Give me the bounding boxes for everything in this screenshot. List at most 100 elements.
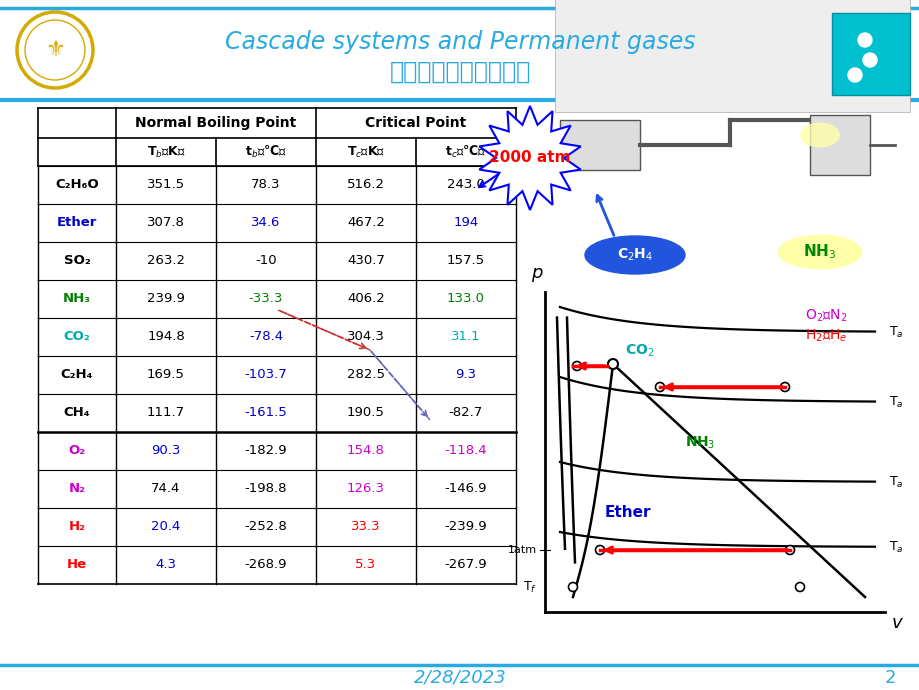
Text: 31.1: 31.1 (450, 331, 481, 344)
Text: 430.7: 430.7 (346, 255, 384, 268)
Text: H$_2$、H$_e$: H$_2$、H$_e$ (804, 328, 846, 344)
Text: 111.7: 111.7 (147, 406, 185, 420)
Circle shape (785, 546, 794, 555)
Text: Ether: Ether (605, 505, 651, 520)
Text: C$_2$H$_4$: C$_2$H$_4$ (617, 247, 652, 263)
Text: Cascade systems and Permanent gases: Cascade systems and Permanent gases (224, 30, 695, 54)
Text: -239.9: -239.9 (444, 520, 487, 533)
Polygon shape (479, 106, 580, 210)
Text: 194: 194 (453, 217, 478, 230)
Circle shape (654, 382, 664, 391)
Text: Ether: Ether (57, 217, 97, 230)
Text: T$_a$: T$_a$ (888, 540, 902, 555)
Text: CO$_2$: CO$_2$ (624, 343, 653, 359)
Text: 复叠式系统和永久气体: 复叠式系统和永久气体 (389, 60, 530, 84)
Circle shape (847, 68, 861, 82)
Text: 4.3: 4.3 (155, 558, 176, 571)
Ellipse shape (584, 236, 685, 274)
Text: 33.3: 33.3 (351, 520, 380, 533)
Text: 239.9: 239.9 (147, 293, 185, 306)
Text: 90.3: 90.3 (151, 444, 180, 457)
Text: 78.3: 78.3 (251, 179, 280, 192)
Text: 243.0: 243.0 (447, 179, 484, 192)
Text: 2000 atm: 2000 atm (489, 150, 570, 166)
Text: -198.8: -198.8 (244, 482, 287, 495)
Text: t$_c$（℃）: t$_c$（℃） (445, 144, 486, 160)
Text: C₂H₆O: C₂H₆O (55, 179, 98, 192)
Ellipse shape (777, 235, 862, 270)
Text: 1atm: 1atm (507, 545, 537, 555)
Text: T$_c$（K）: T$_c$（K） (346, 144, 385, 159)
Text: -146.9: -146.9 (444, 482, 487, 495)
Circle shape (595, 546, 604, 555)
Text: 157.5: 157.5 (447, 255, 484, 268)
Text: -82.7: -82.7 (448, 406, 482, 420)
Text: NH$_3$: NH$_3$ (685, 435, 715, 451)
Text: 190.5: 190.5 (346, 406, 384, 420)
Text: T$_a$: T$_a$ (888, 324, 902, 339)
Text: T$_b$（K）: T$_b$（K） (146, 144, 186, 159)
Text: SO₂: SO₂ (63, 255, 90, 268)
Text: CH₄: CH₄ (63, 406, 90, 420)
Text: 2/28/2023: 2/28/2023 (414, 669, 505, 687)
Text: -118.4: -118.4 (444, 444, 487, 457)
Text: -33.3: -33.3 (248, 293, 283, 306)
Text: NH₃: NH₃ (62, 293, 91, 306)
Text: -161.5: -161.5 (244, 406, 287, 420)
Text: O$_2$、N$_2$: O$_2$、N$_2$ (804, 308, 846, 324)
Text: -10: -10 (255, 255, 277, 268)
Text: 406.2: 406.2 (346, 293, 384, 306)
Text: 304.3: 304.3 (346, 331, 384, 344)
Text: 263.2: 263.2 (147, 255, 185, 268)
FancyBboxPatch shape (809, 115, 869, 175)
Text: 169.5: 169.5 (147, 368, 185, 382)
Text: H₂: H₂ (68, 520, 85, 533)
Text: 34.6: 34.6 (251, 217, 280, 230)
Text: t$_b$（℃）: t$_b$（℃） (244, 144, 287, 160)
Text: 9.3: 9.3 (455, 368, 476, 382)
Text: He: He (67, 558, 87, 571)
Text: -103.7: -103.7 (244, 368, 287, 382)
FancyBboxPatch shape (560, 120, 640, 170)
Text: -182.9: -182.9 (244, 444, 287, 457)
Text: -267.9: -267.9 (444, 558, 487, 571)
Text: 194.8: 194.8 (147, 331, 185, 344)
Text: 307.8: 307.8 (147, 217, 185, 230)
Text: 5.3: 5.3 (355, 558, 376, 571)
Circle shape (857, 33, 871, 47)
Circle shape (795, 582, 803, 591)
Circle shape (568, 582, 577, 591)
FancyBboxPatch shape (831, 13, 909, 95)
Text: $v$: $v$ (890, 614, 902, 632)
Circle shape (862, 53, 876, 67)
Text: N₂: N₂ (68, 482, 85, 495)
Text: Critical Point: Critical Point (365, 116, 466, 130)
Text: 133.0: 133.0 (447, 293, 484, 306)
Text: -252.8: -252.8 (244, 520, 287, 533)
Text: 2: 2 (883, 669, 895, 687)
Text: 351.5: 351.5 (147, 179, 185, 192)
Text: 126.3: 126.3 (346, 482, 384, 495)
Text: NH$_3$: NH$_3$ (802, 243, 835, 262)
Ellipse shape (800, 123, 839, 148)
Text: -78.4: -78.4 (249, 331, 283, 344)
Text: 20.4: 20.4 (151, 520, 180, 533)
Circle shape (607, 359, 618, 369)
Text: Normal Boiling Point: Normal Boiling Point (135, 116, 296, 130)
Text: 74.4: 74.4 (151, 482, 180, 495)
Text: -268.9: -268.9 (244, 558, 287, 571)
Text: T$_a$: T$_a$ (888, 395, 902, 410)
FancyBboxPatch shape (554, 0, 909, 112)
Text: 467.2: 467.2 (346, 217, 384, 230)
Text: CO₂: CO₂ (63, 331, 90, 344)
Text: O₂: O₂ (68, 444, 85, 457)
Circle shape (779, 382, 789, 391)
Text: T$_f$: T$_f$ (523, 580, 537, 595)
Text: 516.2: 516.2 (346, 179, 384, 192)
Text: T$_a$: T$_a$ (888, 475, 902, 489)
Circle shape (572, 362, 581, 371)
Text: 154.8: 154.8 (346, 444, 384, 457)
Text: $p$: $p$ (530, 266, 543, 284)
Text: C₂H₄: C₂H₄ (61, 368, 93, 382)
Text: 282.5: 282.5 (346, 368, 384, 382)
